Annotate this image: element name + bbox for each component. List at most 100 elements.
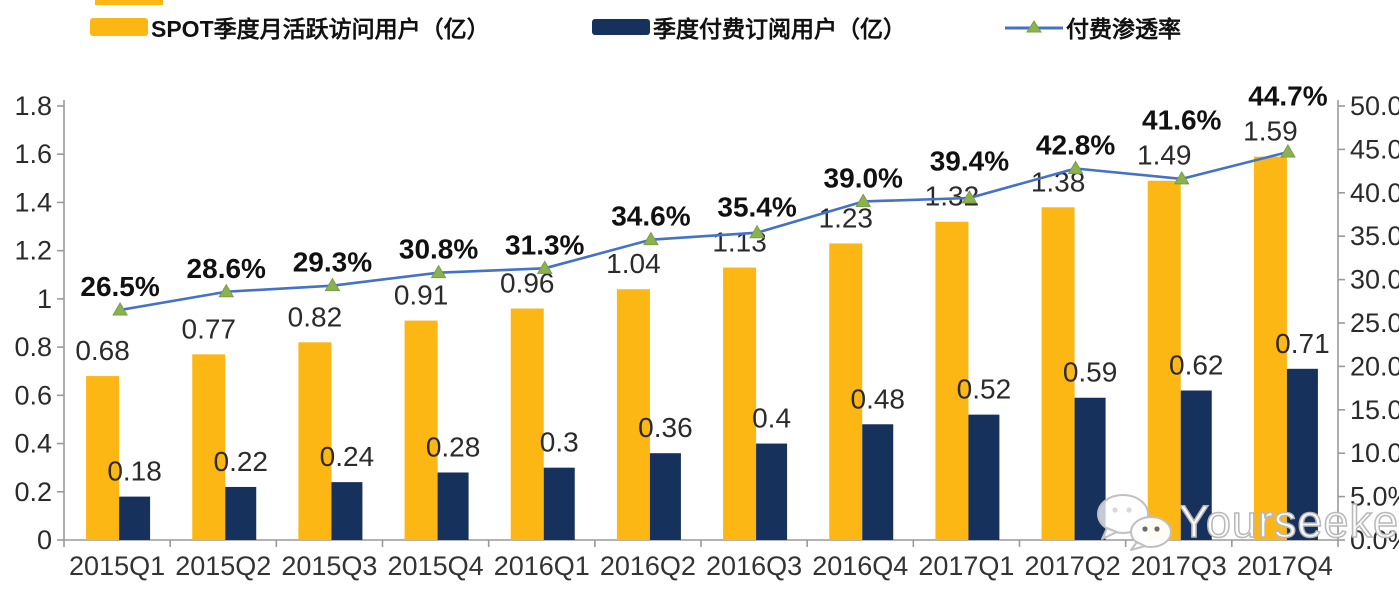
penetration-value-label: 39.0%	[824, 162, 903, 193]
bar-mau-2017Q2	[1041, 207, 1075, 540]
x-axis-label: 2016Q2	[600, 551, 696, 581]
penetration-value-label: 31.3%	[505, 229, 584, 260]
left-axis-tick-label: 0.6	[14, 380, 52, 410]
bar-subs-2017Q2	[1074, 397, 1106, 540]
bar-mau-2017Q3	[1147, 180, 1181, 540]
penetration-marker-2017Q3	[1173, 170, 1190, 185]
penetration-marker-2015Q4	[430, 264, 447, 279]
right-axis-tick-label: 15.0%	[1350, 395, 1399, 425]
subs-value-label: 0.4	[752, 403, 791, 434]
right-axis-tick-label: 10.0%	[1350, 438, 1399, 468]
penetration-marker-2017Q1	[961, 190, 978, 204]
left-axis-tick-label: 0	[37, 525, 52, 555]
bar-subs-2016Q4	[862, 424, 894, 540]
penetration-marker-2017Q4	[1280, 144, 1296, 158]
penetration-value-label: 39.4%	[930, 146, 1009, 177]
penetration-marker-2016Q1	[536, 260, 553, 274]
legend-item-pen: 付费渗透率	[1005, 12, 1181, 42]
penetration-line	[119, 150, 1289, 312]
bar-subs-2015Q4	[437, 472, 469, 540]
left-axis-tick-label: 1.8	[14, 91, 52, 121]
right-axis-tick-label: 25.0%	[1350, 308, 1399, 338]
mau-value-label: 0.91	[394, 280, 449, 311]
left-axis-tick-label: 0.4	[14, 429, 52, 459]
x-axis-label: 2016Q4	[812, 551, 908, 581]
x-axis-label: 2015Q4	[388, 551, 484, 581]
subs-bar-swatch	[592, 19, 650, 35]
bar-mau-2016Q4	[829, 243, 863, 540]
bar-mau-2017Q4	[1253, 156, 1287, 540]
cropped-bar-artifact	[95, 0, 163, 5]
bar-subs-2016Q1	[543, 467, 575, 540]
bar-subs-2016Q2	[649, 453, 681, 540]
subs-value-label: 0.48	[851, 383, 906, 414]
left-axis-tick-label: 0.8	[14, 332, 52, 362]
mau-value-label: 1.59	[1243, 116, 1298, 147]
right-axis-tick-label: 50.0%	[1350, 91, 1399, 121]
right-axis-tick-label: 20.0%	[1350, 351, 1399, 381]
right-axis-tick-label: 5.0%	[1350, 482, 1399, 512]
left-axis-tick-label: 1.6	[14, 139, 52, 169]
mau-value-label: 0.77	[182, 313, 237, 344]
penetration-value-label: 41.6%	[1142, 105, 1221, 136]
x-axis-label: 2015Q3	[281, 551, 377, 581]
left-axis-tick-label: 1	[37, 284, 52, 314]
penetration-marker-2015Q3	[324, 277, 341, 292]
penetration-value-label: 30.8%	[399, 234, 478, 265]
bar-mau-2017Q1	[935, 221, 969, 540]
x-axis-label: 2017Q1	[918, 551, 1014, 581]
subs-value-label: 0.36	[638, 412, 693, 443]
subs-value-label: 0.71	[1275, 328, 1330, 359]
legend-label-pen: 付费渗透率	[1066, 16, 1181, 42]
x-axis-label: 2016Q1	[494, 551, 590, 581]
x-axis-label: 2016Q3	[706, 551, 802, 581]
penetration-marker-2015Q1	[112, 301, 128, 316]
mau-value-label: 1.04	[606, 248, 661, 279]
right-axis-tick-label: 35.0%	[1350, 221, 1399, 251]
bar-mau-2015Q2	[192, 354, 226, 540]
penetration-value-label: 44.7%	[1248, 81, 1327, 112]
penetration-value-label: 42.8%	[1036, 129, 1115, 160]
bar-subs-2016Q3	[756, 443, 788, 540]
bar-mau-2016Q2	[616, 289, 650, 540]
legend-item-mau: SPOT季度月活跃访问用户（亿）	[90, 12, 490, 42]
bar-mau-2016Q1	[510, 308, 544, 540]
subs-value-label: 0.52	[957, 374, 1012, 405]
bar-mau-2015Q4	[404, 320, 438, 540]
penetration-marker-2017Q2	[1067, 160, 1084, 174]
subs-value-label: 0.62	[1169, 350, 1224, 381]
penetration-value-label: 28.6%	[187, 253, 266, 284]
bar-subs-2017Q4	[1286, 368, 1318, 540]
mau-value-label: 0.68	[75, 335, 130, 366]
mau-bar-swatch	[90, 18, 148, 36]
penetration-value-label: 29.3%	[293, 247, 372, 278]
bar-subs-2015Q1	[119, 496, 151, 540]
penetration-marker-2016Q2	[643, 231, 659, 246]
subs-value-label: 0.22	[214, 446, 269, 477]
penetration-value-label: 26.5%	[80, 271, 159, 302]
right-axis-tick-label: 40.0%	[1350, 178, 1399, 208]
bar-mau-2015Q3	[298, 342, 332, 540]
penetration-marker-2015Q2	[218, 283, 235, 298]
subs-value-label: 0.28	[426, 431, 481, 462]
penetration-line-marker-icon	[1005, 17, 1063, 37]
penetration-marker-2016Q3	[749, 224, 765, 239]
penetration-value-label: 35.4%	[717, 192, 796, 223]
mau-value-label: 1.49	[1137, 140, 1192, 171]
bar-subs-2017Q1	[968, 414, 1000, 540]
right-axis-tick-label: 45.0%	[1350, 134, 1399, 164]
x-axis-label: 2017Q3	[1131, 551, 1227, 581]
penetration-value-label: 34.6%	[611, 201, 690, 232]
penetration-marker-2016Q4	[855, 193, 872, 207]
bar-subs-2015Q2	[225, 486, 257, 540]
bar-mau-2015Q1	[86, 376, 120, 540]
legend-label-subs: 季度付费订阅用户（亿）	[653, 16, 906, 42]
subs-value-label: 0.18	[107, 456, 162, 487]
mau-value-label: 0.82	[288, 301, 343, 332]
legend-label-mau: SPOT季度月活跃访问用户（亿）	[151, 16, 490, 42]
left-axis-tick-label: 1.2	[14, 236, 52, 266]
x-axis-label: 2015Q2	[175, 551, 271, 581]
left-axis-tick-label: 0.2	[14, 477, 52, 507]
